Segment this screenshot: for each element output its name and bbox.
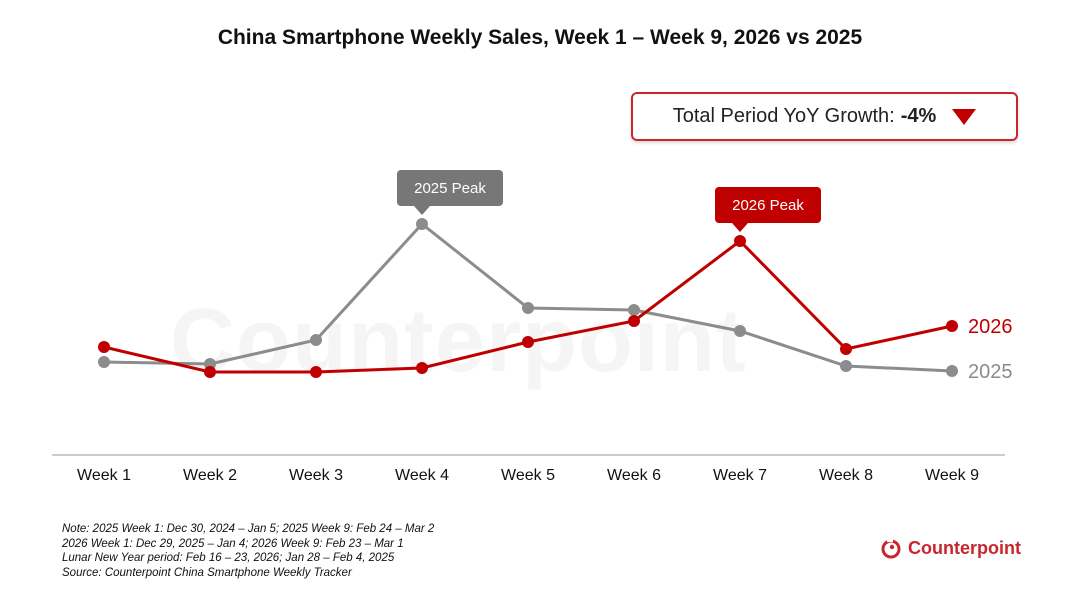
data-point-2026 — [310, 366, 322, 378]
notes: Note: 2025 Week 1: Dec 30, 2024 – Jan 5;… — [62, 522, 434, 580]
note-line: Source: Counterpoint China Smartphone We… — [62, 566, 352, 579]
x-tick-label: Week 3 — [289, 467, 343, 484]
data-point-2026 — [522, 336, 534, 348]
logo-icon — [881, 538, 901, 559]
data-point-2026 — [840, 343, 852, 355]
data-point-2025 — [98, 356, 110, 368]
note-line: Lunar New Year period: Feb 16 – 23, 2026… — [62, 552, 395, 564]
x-tick-label: Week 9 — [925, 467, 979, 484]
data-point-2026 — [98, 341, 110, 353]
peak-callout-2025 — [397, 170, 503, 206]
counterpoint-logo: Counterpoint — [880, 537, 1021, 559]
series-label-2025: 2025 — [968, 361, 1013, 383]
note-line: Note: 2025 Week 1: Dec 30, 2024 – Jan 5;… — [62, 523, 435, 535]
data-point-2025 — [628, 304, 640, 316]
chart-title: China Smartphone Weekly Sales, Week 1 – … — [217, 26, 863, 49]
callout-pointer — [414, 206, 430, 215]
data-point-2026 — [204, 366, 216, 378]
series-label-2026: 2026 — [968, 316, 1013, 338]
peak-callout-label: 2025 Peak — [414, 180, 486, 197]
yoy-value: -4% — [900, 105, 937, 127]
data-point-2026 — [946, 320, 958, 332]
data-point-2025 — [946, 365, 958, 377]
yoy-growth-box: Total Period YoY Growth: -4% — [631, 92, 1018, 141]
data-point-2026 — [628, 315, 640, 327]
data-point-2026 — [416, 362, 428, 374]
peak-callout-label: 2026 Peak — [732, 197, 804, 214]
callout-pointer — [732, 223, 748, 232]
data-point-2025 — [840, 360, 852, 372]
x-tick-label: Week 4 — [395, 467, 449, 484]
series-line-2025 — [103, 221, 953, 373]
data-point-2025 — [734, 325, 746, 337]
note-line: 2026 Week 1: Dec 29, 2025 – Jan 4; 2026 … — [62, 537, 404, 550]
x-tick-label: Week 1 — [77, 467, 131, 484]
x-tick-label: Week 8 — [819, 467, 873, 484]
logo-text: Counterpoint — [908, 537, 1021, 558]
down-triangle-icon — [952, 108, 977, 125]
yoy-label: Total Period YoY Growth: — [672, 105, 895, 127]
data-point-2026 — [734, 235, 746, 247]
peak-callout-2026 — [715, 187, 821, 223]
data-point-2025 — [416, 218, 428, 230]
data-point-2025 — [310, 334, 322, 346]
x-tick-label: Week 5 — [501, 467, 555, 484]
x-tick-label: Week 7 — [713, 467, 767, 484]
x-tick-label: Week 6 — [607, 467, 661, 484]
data-point-2025 — [522, 302, 534, 314]
x-tick-label: Week 2 — [183, 467, 237, 484]
